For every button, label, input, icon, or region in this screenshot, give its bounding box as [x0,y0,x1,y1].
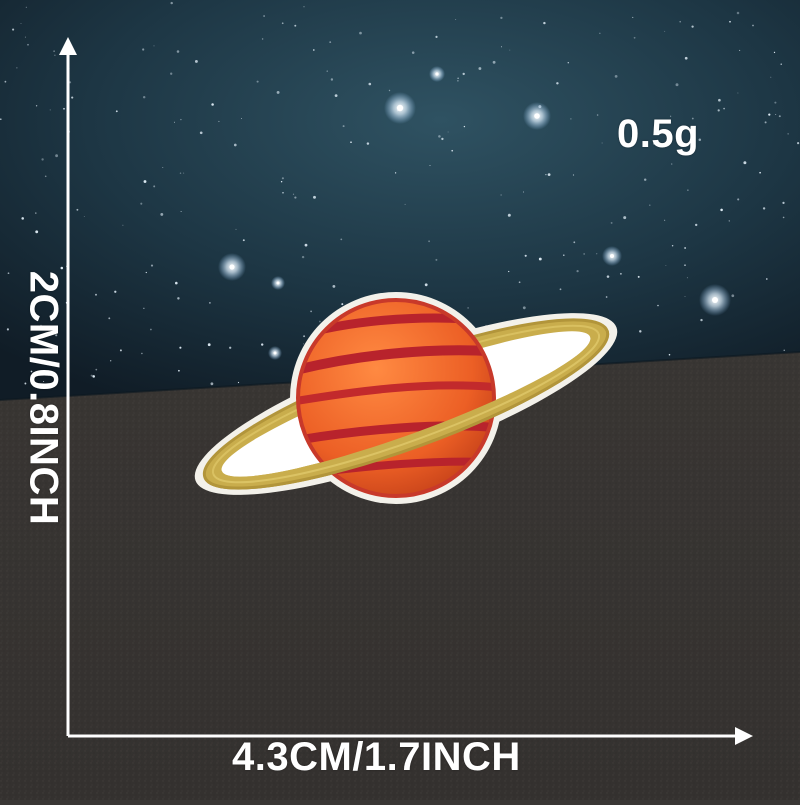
weight-label: 0.5g [617,112,700,156]
stars [0,1,800,386]
height-dimension-label: 2CM/0.8INCH [21,270,66,526]
starry-backdrop [0,0,800,400]
saturn-patch-icon [194,292,618,504]
width-dimension-label: 4.3CM/1.7INCH [232,735,521,779]
